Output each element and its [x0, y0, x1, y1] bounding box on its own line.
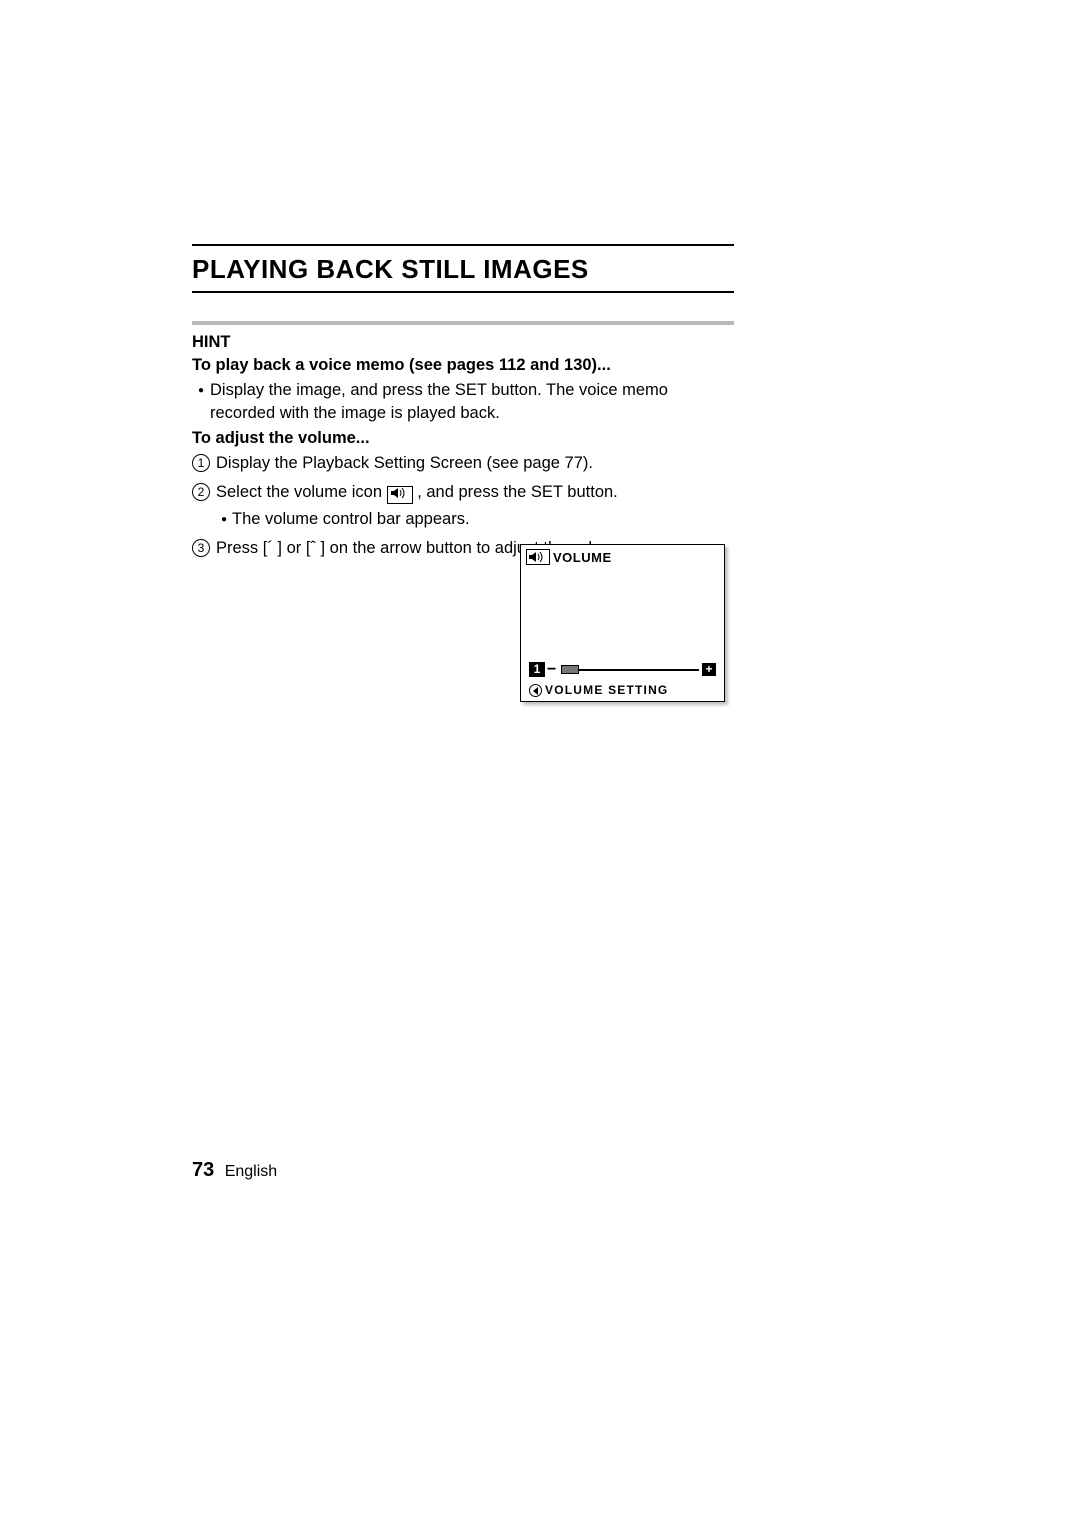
step-2: 2 Select the volume icon , and press the… — [192, 481, 734, 531]
screen-illustration: VOLUME 1 − + VOLUME SETTING — [520, 544, 725, 702]
slider-value: 1 — [529, 662, 545, 677]
bullet-icon: ● — [192, 379, 210, 425]
step-text: Select the volume icon , and press the S… — [216, 481, 734, 531]
step-number-icon: 3 — [192, 539, 210, 557]
page-title: PLAYING BACK STILL IMAGES — [192, 254, 734, 285]
page-number: 73 — [192, 1159, 214, 1181]
subhead-voice-memo: To play back a voice memo (see pages 112… — [192, 356, 734, 375]
manual-page: PLAYING BACK STILL IMAGES HINT To play b… — [192, 244, 734, 567]
slider-knob — [561, 665, 579, 674]
volume-icon — [526, 549, 550, 565]
step-2-text-b: , and press the SET button. — [417, 483, 618, 501]
step-number-icon: 1 — [192, 454, 210, 472]
step-number-icon: 2 — [192, 483, 210, 501]
sub-bullet: ● The volume control bar appears. — [216, 508, 734, 531]
bullet-icon: ● — [216, 508, 232, 531]
hint-rule — [192, 321, 734, 325]
body-list: ● Display the image, and press the SET b… — [192, 379, 734, 425]
screen-footer: VOLUME SETTING — [529, 683, 668, 697]
step-2-text-a: Select the volume icon — [216, 483, 387, 501]
lcd-screen: VOLUME 1 − + VOLUME SETTING — [520, 544, 725, 702]
page-footer: 73 English — [192, 1159, 277, 1182]
volume-slider: 1 − + — [529, 662, 716, 677]
screen-title: VOLUME — [553, 550, 612, 565]
volume-icon — [387, 486, 413, 504]
bullet-text: Display the image, and press the SET but… — [210, 379, 734, 425]
subhead-volume: To adjust the volume... — [192, 429, 734, 448]
rule-bottom — [192, 291, 734, 293]
step-text: Display the Playback Setting Screen (see… — [216, 452, 734, 475]
page-language: English — [225, 1163, 277, 1180]
rule-top — [192, 244, 734, 246]
slider-track — [561, 669, 699, 671]
screen-header: VOLUME — [521, 545, 724, 569]
bullet-row: ● Display the image, and press the SET b… — [192, 379, 734, 425]
return-icon — [529, 684, 542, 697]
step-1: 1 Display the Playback Setting Screen (s… — [192, 452, 734, 475]
screen-footer-text: VOLUME SETTING — [545, 683, 668, 697]
hint-label: HINT — [192, 333, 734, 352]
sub-bullet-text: The volume control bar appears. — [232, 508, 470, 531]
minus-icon: − — [547, 665, 556, 675]
plus-icon: + — [702, 663, 716, 676]
